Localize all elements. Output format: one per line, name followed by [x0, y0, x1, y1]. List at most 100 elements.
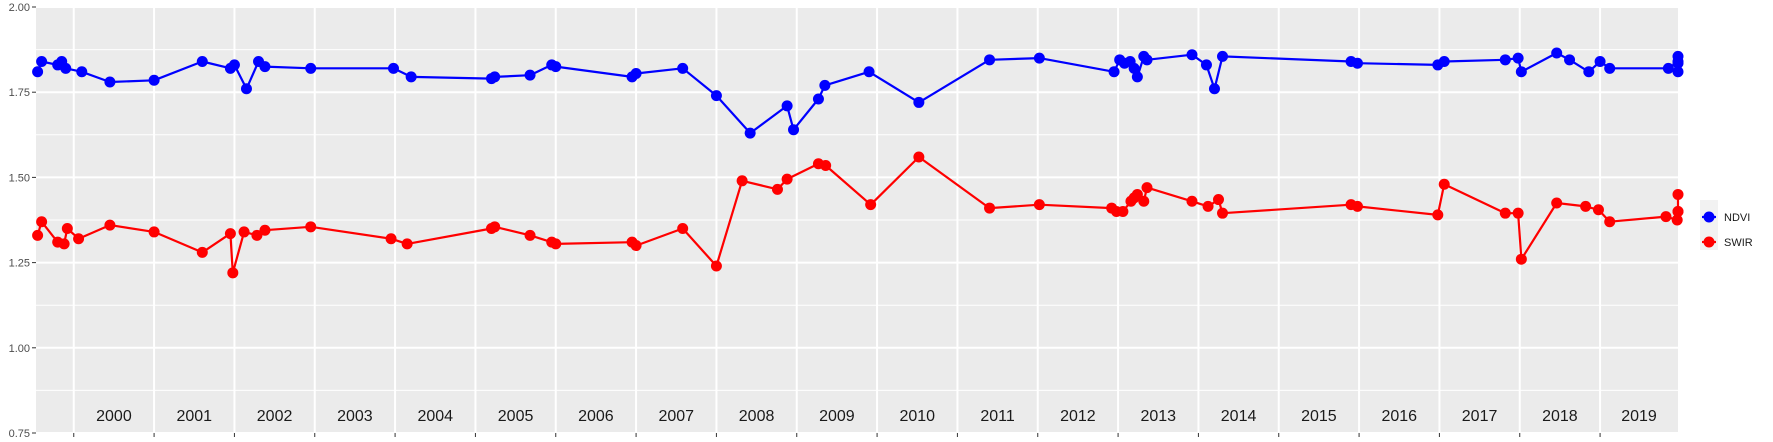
swir-point [32, 229, 44, 241]
swir-point [58, 238, 70, 250]
swir-point [385, 233, 397, 245]
year-label: 2014 [1221, 408, 1257, 425]
legend-key-background [1700, 200, 1718, 250]
swir-point [1202, 200, 1214, 212]
swir-point [630, 240, 642, 252]
swir-point [1604, 216, 1616, 228]
year-label: 2010 [899, 408, 935, 425]
series-layer [32, 47, 1684, 279]
swir-point [196, 246, 208, 258]
swir-point [1033, 199, 1045, 211]
year-label: 2002 [257, 408, 293, 425]
ndvi-point [1512, 52, 1524, 64]
ndvi-point [1108, 66, 1120, 78]
swir-point [148, 226, 160, 238]
ndvi-point [913, 96, 925, 108]
swir-point [1117, 205, 1129, 217]
swir-point [238, 226, 250, 238]
swir-point [73, 233, 85, 245]
year-label: 2012 [1060, 408, 1096, 425]
legend: NDVI SWIR [1700, 200, 1753, 250]
ndvi-legend-point [1703, 211, 1715, 223]
y-tick-label: 1.25 [9, 258, 30, 270]
y-tick-label: 1.00 [9, 343, 30, 355]
ndvi-point [1604, 62, 1616, 74]
swir-point [1138, 195, 1150, 207]
ndvi-point [1515, 66, 1527, 78]
ndvi-line [36, 51, 1680, 135]
swir-point [1672, 188, 1684, 200]
ndvi-point [1131, 71, 1143, 83]
ndvi-point [104, 76, 116, 88]
ndvi-point [781, 100, 793, 112]
ndvi-point [387, 62, 399, 74]
grid-major [36, 6, 1678, 434]
ndvi-point [60, 62, 72, 74]
swir-point [1186, 195, 1198, 207]
ndvi-point [1438, 56, 1450, 68]
y-tick-label: 1.50 [9, 172, 30, 184]
swir-point [1515, 253, 1527, 265]
year-label: 2005 [498, 408, 534, 425]
swir-point [1672, 205, 1684, 217]
x-axis: 2000 2001 2002 2003 2004 2005 2006 2007 2008 2009… [73, 408, 1657, 437]
year-label: 2004 [417, 408, 453, 425]
swir-point [1551, 197, 1563, 209]
ndvi-point [812, 93, 824, 105]
ndvi-point [1128, 62, 1140, 74]
ndvi-point [32, 66, 44, 78]
ndvi-point [1672, 66, 1684, 78]
swir-point [865, 199, 877, 211]
year-label: 2016 [1381, 408, 1417, 425]
swir-point [771, 183, 783, 195]
swir-point [1141, 182, 1153, 194]
swir-point [489, 221, 501, 233]
year-label: 2000 [96, 408, 132, 425]
swir-point [227, 267, 239, 279]
ndvi-point [1499, 54, 1511, 66]
swir-legend-point [1703, 236, 1715, 248]
swir-point [36, 216, 48, 228]
swir-point [1212, 194, 1224, 206]
year-label: 2007 [658, 408, 694, 425]
y-tick-label: 2.00 [9, 2, 30, 14]
swir-point [736, 175, 748, 187]
swir-point [1671, 214, 1683, 226]
ndvi-point [1351, 57, 1363, 69]
ndvi-point [550, 61, 562, 73]
swir-point [401, 238, 413, 250]
ndvi-point [630, 67, 642, 79]
swir-point [524, 229, 536, 241]
ndvi-point [196, 56, 208, 68]
ndvi-point [863, 66, 875, 78]
swir-point [1438, 178, 1450, 190]
ndvi-point [524, 69, 536, 81]
ndvi-point [984, 54, 996, 66]
year-label: 2013 [1140, 408, 1176, 425]
swir-point [984, 202, 996, 214]
swir-point [710, 260, 722, 272]
ndvi-point [819, 79, 831, 91]
swir-point [913, 151, 925, 163]
ndvi-point [240, 83, 252, 95]
ndvi-point [36, 56, 48, 68]
year-label: 2001 [176, 408, 212, 425]
swir-point [1499, 207, 1511, 219]
year-label: 2006 [578, 408, 614, 425]
swir-point [1592, 204, 1604, 216]
ndvi-point [148, 74, 160, 86]
swir-point [305, 221, 317, 233]
year-label: 2017 [1462, 408, 1498, 425]
y-tick-label: 0.75 [9, 428, 30, 440]
ndvi-point [76, 66, 88, 78]
year-label: 2018 [1542, 408, 1578, 425]
swir-point [1660, 211, 1672, 223]
swir-point [820, 159, 832, 171]
year-label: 2011 [980, 408, 1015, 425]
ndvi-point [1186, 49, 1198, 61]
ndvi-point [1672, 50, 1684, 62]
ndvi-point [1033, 52, 1045, 64]
ndvi-point [259, 61, 271, 73]
year-label: 2003 [337, 408, 373, 425]
